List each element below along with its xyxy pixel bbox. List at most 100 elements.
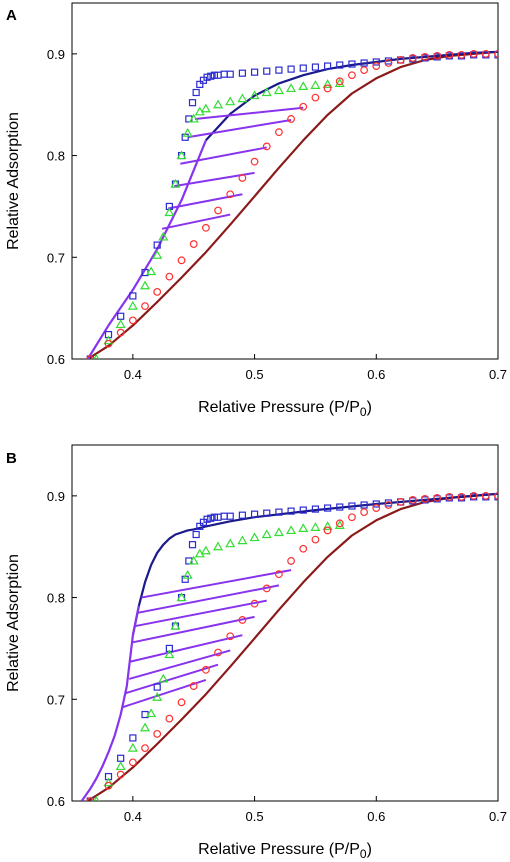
- data-point-triangle: [225, 538, 236, 548]
- data-point-square: [207, 72, 215, 80]
- x-axis-label-subscript: 0: [360, 847, 367, 861]
- y-tick-label: 0.8: [47, 149, 65, 164]
- x-axis-label-subscript: 0: [360, 405, 367, 419]
- data-point-circle: [445, 50, 454, 59]
- data-point-square: [129, 292, 137, 300]
- y-tick-label: 0.8: [47, 591, 65, 606]
- data-point-circle: [372, 62, 381, 70]
- data-point-triangle: [188, 113, 199, 123]
- data-point-triangle: [93, 353, 100, 359]
- data-point-circle: [275, 570, 283, 579]
- panel-label: A: [6, 7, 17, 24]
- data-point-circle: [287, 115, 295, 123]
- data-point-square: [360, 59, 368, 67]
- model-curve: [131, 492, 498, 636]
- data-point-square: [214, 71, 222, 79]
- data-point-triangle: [115, 319, 126, 329]
- x-tick-label: 0.6: [367, 809, 385, 824]
- data-point-circle: [457, 50, 466, 59]
- data-point-circle: [433, 493, 442, 502]
- scanning-curve: [137, 584, 280, 614]
- scanning-curve: [132, 615, 255, 644]
- scanning-curve: [180, 146, 267, 165]
- data-point-triangle: [261, 87, 272, 97]
- data-point-circle: [177, 698, 186, 707]
- data-point-square: [214, 513, 222, 521]
- data-point-square: [188, 99, 197, 107]
- data-point-triangle: [182, 569, 193, 579]
- data-point-square: [207, 514, 215, 522]
- x-axis-label: Relative Pressure (P/P0): [198, 841, 372, 861]
- data-point-triangle: [127, 300, 138, 310]
- data-point-circle: [360, 66, 369, 75]
- data-point-triangle: [115, 761, 126, 771]
- y-tick-label: 0.9: [47, 489, 65, 504]
- plot-frame: [71, 2, 499, 360]
- data-point-circle: [335, 77, 344, 86]
- data-point-square: [250, 68, 259, 76]
- data-point-triangle: [176, 150, 187, 160]
- data-point-triangle: [322, 79, 333, 88]
- axis-ticks: 0.4 0.5 0.6 0.7 0.6 0.7 0.8 0.9: [47, 489, 507, 824]
- data-point-circle: [177, 256, 186, 265]
- data-point-circle: [445, 492, 454, 501]
- y-tick-label: 0.7: [47, 692, 65, 707]
- data-point-square: [250, 510, 259, 518]
- scanning-curve: [135, 599, 267, 628]
- data-point-triangle: [200, 545, 211, 555]
- data-point-triangle: [158, 231, 169, 241]
- data-point-circle: [153, 287, 162, 296]
- data-point-circle: [335, 519, 344, 528]
- model-curve: [87, 50, 498, 359]
- data-point-triangle: [322, 521, 333, 530]
- data-point-circle: [214, 648, 222, 657]
- data-point-circle: [201, 223, 210, 232]
- data-point-triangle: [261, 529, 272, 539]
- data-point-square: [238, 511, 246, 519]
- data-point-square: [311, 505, 320, 513]
- y-axis-label: Relative Adsorption: [5, 554, 22, 692]
- data-point-circle: [262, 584, 271, 593]
- data-point-square: [117, 754, 125, 762]
- data-point-circle: [165, 714, 174, 723]
- data-point-circle: [323, 526, 332, 535]
- scanning-curve: [194, 106, 304, 120]
- data-point-triangle: [298, 523, 309, 533]
- data-point-circle: [421, 495, 429, 503]
- data-point-circle: [299, 544, 308, 553]
- data-point-triangle: [146, 708, 157, 718]
- data-point-circle: [384, 501, 393, 509]
- data-point-triangle: [176, 592, 187, 602]
- data-point-circle: [104, 781, 113, 790]
- data-point-circle: [128, 316, 137, 325]
- data-point-triangle: [139, 280, 151, 290]
- data-point-circle: [481, 491, 490, 500]
- x-tick-label: 0.7: [489, 367, 507, 382]
- data-point-triangle: [334, 520, 345, 529]
- data-point-circle: [469, 49, 478, 58]
- data-point-circle: [262, 142, 271, 151]
- data-point-circle: [348, 71, 356, 80]
- data-point-square: [238, 69, 246, 77]
- data-point-square: [360, 501, 368, 509]
- data-point-circle: [433, 51, 442, 60]
- data-point-circle: [396, 56, 405, 64]
- data-point-triangle: [298, 81, 309, 91]
- data-point-circle: [226, 190, 235, 199]
- data-point-circle: [421, 53, 429, 61]
- data-point-triangle: [213, 541, 224, 551]
- data-point-triangle: [286, 525, 297, 535]
- data-point-triangle: [273, 85, 284, 95]
- data-point-square: [117, 312, 125, 320]
- data-point-square: [324, 504, 332, 512]
- data-point-triangle: [139, 722, 151, 732]
- data-point-circle: [481, 49, 490, 58]
- y-tick-label: 0.6: [47, 352, 65, 367]
- data-marks: [80, 491, 498, 801]
- data-point-square: [336, 61, 344, 69]
- data-point-square: [220, 70, 228, 78]
- data-point-square: [153, 241, 161, 249]
- data-point-circle: [360, 508, 369, 517]
- data-point-square: [372, 58, 380, 66]
- scanning-curve: [121, 679, 207, 709]
